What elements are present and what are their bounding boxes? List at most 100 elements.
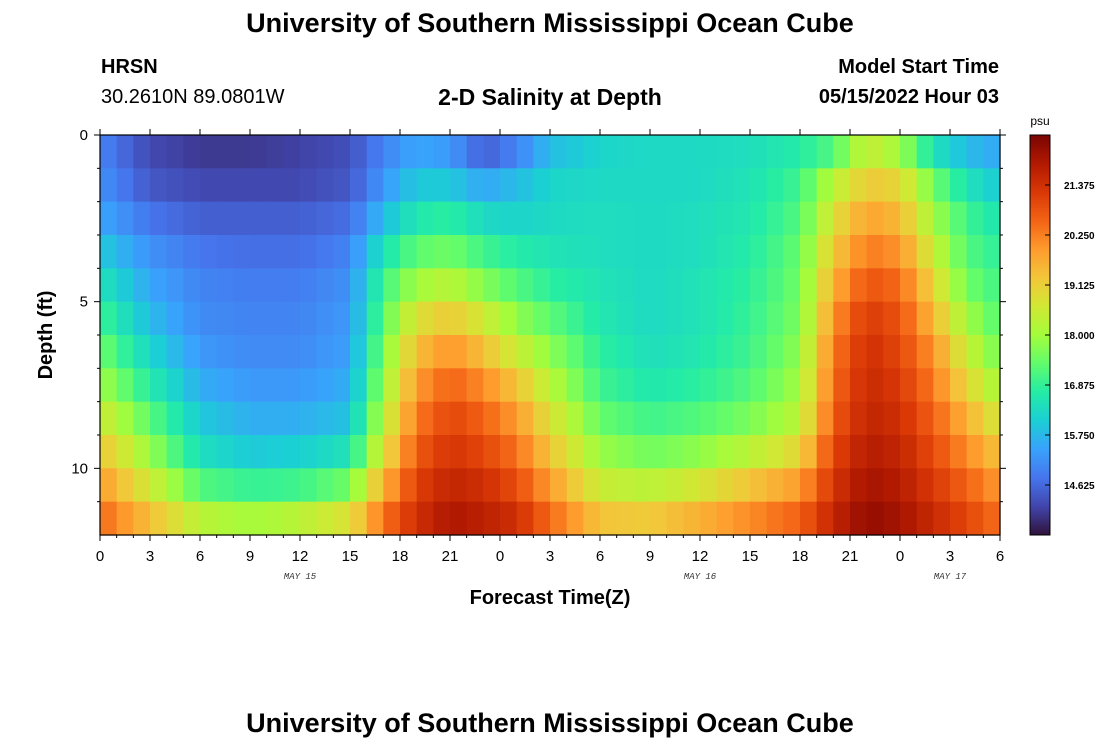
heatmap-cell <box>866 335 884 369</box>
heatmap-cell <box>916 368 934 403</box>
heatmap-cell <box>500 168 518 203</box>
heatmap-cell <box>550 301 568 336</box>
heatmap-cell <box>450 201 468 236</box>
heatmap-cell <box>400 501 418 536</box>
heatmap-cell <box>300 335 318 369</box>
heatmap-cell <box>833 335 851 369</box>
heatmap-cell <box>483 135 501 169</box>
heatmap-cell <box>816 368 834 403</box>
x-date-label: MAY 16 <box>684 572 717 582</box>
heatmap-cell <box>283 501 301 536</box>
heatmap-cell <box>166 268 184 303</box>
heatmap-cell <box>500 268 518 303</box>
x-tick-label: 15 <box>742 548 759 565</box>
heatmap-cell <box>866 468 884 503</box>
heatmap-cell <box>166 401 184 436</box>
heatmap-cell <box>333 235 351 269</box>
heatmap-cell <box>616 235 634 269</box>
heatmap-cell <box>666 468 684 503</box>
heatmap-cell <box>150 301 168 336</box>
heatmap-cell <box>216 268 234 303</box>
colorbar: psu 21.375 20.250 19.125 18.000 16.875 15.750… <box>1029 114 1095 536</box>
heatmap-cell <box>166 201 184 236</box>
heatmap-cell <box>366 401 384 436</box>
heatmap-cell <box>200 501 218 536</box>
heatmap-cell <box>183 368 201 403</box>
heatmap-cell <box>733 168 751 203</box>
heatmap-cell <box>350 501 368 536</box>
x-date-label: MAY 17 <box>934 572 967 582</box>
heatmap-cell <box>533 168 551 203</box>
heatmap-cell <box>650 468 668 503</box>
heatmap-cell <box>516 135 534 169</box>
heatmap-cell <box>366 501 384 536</box>
heatmap-cell <box>683 235 701 269</box>
x-tick-label: 6 <box>596 548 604 565</box>
heatmap-cell <box>700 401 718 436</box>
heatmap-cell <box>133 501 151 536</box>
heatmap-cell <box>100 435 118 469</box>
heatmap-cell <box>600 135 618 169</box>
x-tick-label: 18 <box>392 548 409 565</box>
heatmap-cell <box>833 435 851 469</box>
heatmap-cell <box>750 468 768 503</box>
heatmap-cell <box>716 268 734 303</box>
heatmap-cell <box>150 435 168 469</box>
heatmap-cell <box>100 235 118 269</box>
heatmap-cell <box>333 368 351 403</box>
heatmap-cell <box>600 268 618 303</box>
heatmap-cell <box>133 401 151 436</box>
model-start-label: Model Start Time <box>838 56 999 78</box>
heatmap-cell <box>550 401 568 436</box>
heatmap-cell <box>316 301 334 336</box>
heatmap-cell <box>750 435 768 469</box>
heatmap-cell <box>750 368 768 403</box>
heatmap-cell <box>116 335 134 369</box>
heatmap-cell <box>483 468 501 503</box>
heatmap-cell <box>316 368 334 403</box>
heatmap-cell <box>450 401 468 436</box>
heatmap-cell <box>383 401 401 436</box>
heatmap-cell <box>450 268 468 303</box>
heatmap-cell <box>950 235 968 269</box>
heatmap-cell <box>316 201 334 236</box>
heatmap-cell <box>600 435 618 469</box>
heatmap-cell <box>166 335 184 369</box>
heatmap-cell <box>950 268 968 303</box>
heatmap-cell <box>183 268 201 303</box>
heatmap-cell <box>416 335 434 369</box>
heatmap-cell <box>833 235 851 269</box>
heatmap-cell <box>450 368 468 403</box>
heatmap-cell <box>716 135 734 169</box>
heatmap-cell <box>816 468 834 503</box>
heatmap-cell <box>766 201 784 236</box>
heatmap-cell <box>383 501 401 536</box>
heatmap-cell <box>516 401 534 436</box>
heatmap-cell <box>216 435 234 469</box>
heatmap-cell <box>916 235 934 269</box>
heatmap-cell <box>916 435 934 469</box>
heatmap-cell <box>466 235 484 269</box>
heatmap-cell <box>650 435 668 469</box>
heatmap-cell <box>683 301 701 336</box>
heatmap-cell <box>666 201 684 236</box>
heatmap-cell <box>150 135 168 169</box>
heatmap-cell <box>450 468 468 503</box>
heatmap-cell <box>483 435 501 469</box>
heatmap-cell <box>366 301 384 336</box>
heatmap-cell <box>650 335 668 369</box>
heatmap-cell <box>983 301 1001 336</box>
heatmap-cell <box>550 368 568 403</box>
heatmap-cell <box>800 301 818 336</box>
heatmap-cell <box>200 335 218 369</box>
heatmap-cell <box>333 401 351 436</box>
heatmap-cell <box>350 401 368 436</box>
heatmap-cell <box>100 468 118 503</box>
heatmap-cell <box>983 235 1001 269</box>
heatmap-cell <box>933 201 951 236</box>
heatmap-cell <box>800 501 818 536</box>
heatmap-cell <box>950 301 968 336</box>
heatmap-cell <box>166 135 184 169</box>
heatmap-cell <box>400 235 418 269</box>
heatmap-cell <box>933 435 951 469</box>
